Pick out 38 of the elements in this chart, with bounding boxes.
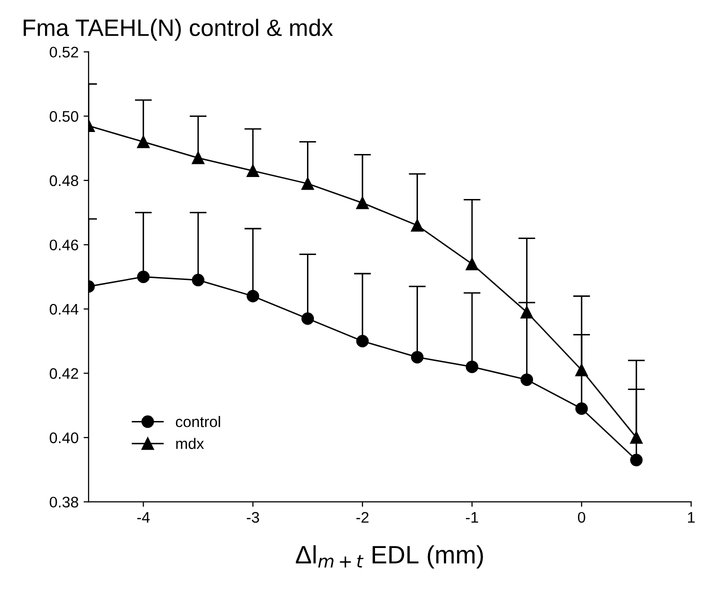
point xyxy=(466,360,478,374)
y-tick-label: 0.38 xyxy=(50,496,78,508)
point xyxy=(192,152,204,164)
x-tick-label: -1 xyxy=(466,512,478,523)
y-tick-label: 0.40 xyxy=(50,432,78,444)
x-tick-label: 0 xyxy=(578,512,586,523)
x-tick-label: -3 xyxy=(246,512,260,523)
point xyxy=(246,290,260,302)
point xyxy=(192,274,204,286)
x-tick-label: 1 xyxy=(688,512,695,523)
point xyxy=(246,164,260,178)
point xyxy=(575,364,588,376)
legend-label: mdx xyxy=(176,438,204,450)
x-tick-label: -4 xyxy=(137,512,150,523)
legend-label: control xyxy=(176,416,220,428)
point xyxy=(520,306,534,318)
point xyxy=(301,177,314,190)
chart-title: Fma TAEHL(N) control & mdx xyxy=(24,18,333,41)
point xyxy=(356,196,369,210)
point xyxy=(137,136,150,148)
point xyxy=(411,350,424,364)
y-tick-label: 0.48 xyxy=(50,175,78,186)
y-tick-label: 0.44 xyxy=(50,304,78,315)
y-tick-label: 0.52 xyxy=(50,46,78,58)
x-tick-label: -2 xyxy=(356,512,368,523)
point xyxy=(356,334,369,348)
point xyxy=(137,270,150,284)
y-tick-label: 0.50 xyxy=(50,111,78,122)
point xyxy=(575,402,588,415)
point xyxy=(520,373,534,386)
point xyxy=(630,431,643,444)
point xyxy=(630,454,643,466)
point xyxy=(301,312,314,325)
y-tick-label: 0.42 xyxy=(50,368,78,379)
point xyxy=(411,219,424,232)
y-tick-label: 0.46 xyxy=(50,240,78,250)
x-axis-title: Δl$_{m+t}$ EDL (mm) xyxy=(296,545,483,569)
point xyxy=(466,258,478,270)
